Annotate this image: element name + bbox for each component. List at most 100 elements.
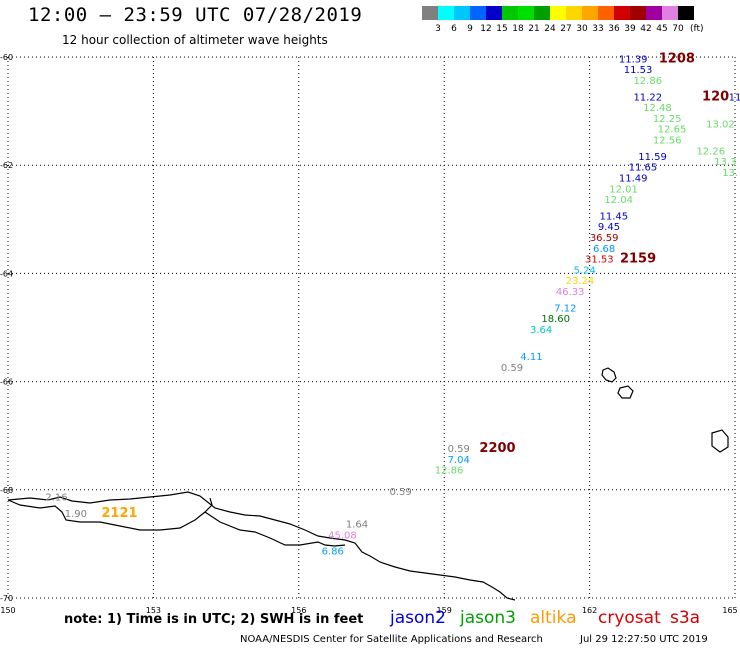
pass-time-label: 2159 bbox=[620, 252, 656, 267]
wave-height-value: 13. bbox=[722, 168, 738, 179]
wave-height-value: 7.04 bbox=[448, 455, 470, 466]
wave-height-value: 12.56 bbox=[653, 136, 682, 147]
scale-swatch bbox=[518, 6, 534, 20]
pass-time-label: 120 bbox=[702, 89, 729, 104]
scale-swatch bbox=[614, 6, 630, 20]
scale-swatch bbox=[486, 6, 502, 20]
scale-swatch bbox=[422, 6, 438, 20]
y-tick-label: -62 bbox=[0, 161, 13, 170]
legend-jason2: jason2 bbox=[390, 608, 446, 628]
scale-label: 9 bbox=[467, 24, 473, 34]
wave-observations: 11.3911.5312.8611.2212.4812.2512.6512.56… bbox=[45, 54, 740, 557]
wave-height-value: 12.26 bbox=[696, 146, 725, 157]
wave-height-value: 12.04 bbox=[604, 195, 633, 206]
scale-label: 3 bbox=[435, 24, 441, 34]
scale-label: 15 bbox=[496, 24, 508, 34]
scale-label: 21 bbox=[528, 24, 540, 34]
scale-swatch bbox=[470, 6, 486, 20]
wave-height-value: 12.86 bbox=[435, 466, 464, 477]
wave-height-value: 36.59 bbox=[590, 233, 619, 244]
wave-height-value: 12.65 bbox=[658, 125, 687, 136]
scale-swatch bbox=[662, 6, 678, 20]
y-tick-label: -66 bbox=[0, 378, 13, 387]
legend-jason3: jason3 bbox=[460, 608, 516, 628]
page-subtitle: 12 hour collection of altimeter wave hei… bbox=[62, 33, 328, 47]
wave-height-value: 0.59 bbox=[389, 487, 411, 498]
wave-height-value: 45.08 bbox=[328, 530, 357, 541]
footer-note: note: 1) Time is in UTC; 2) SWH is in fe… bbox=[64, 612, 364, 627]
wave-height-value: 0.59 bbox=[448, 444, 470, 455]
wave-height-value: 6.68 bbox=[593, 244, 615, 255]
credit-text: NOAA/NESDIS Center for Satellite Applica… bbox=[240, 634, 543, 645]
wave-height-value: 13.3 bbox=[714, 157, 736, 168]
timestamp: Jul 29 12:27:50 UTC 2019 bbox=[580, 634, 708, 645]
scale-swatch bbox=[582, 6, 598, 20]
legend-s3a: s3a bbox=[670, 608, 701, 628]
x-tick-label: 150 bbox=[0, 606, 15, 615]
island bbox=[711, 429, 729, 453]
wave-height-value: 12.86 bbox=[633, 76, 662, 87]
x-tick-label: 153 bbox=[146, 606, 161, 615]
legend-altika: altika bbox=[530, 608, 577, 628]
scale-swatch bbox=[438, 6, 454, 20]
y-tick-label: -64 bbox=[0, 269, 13, 278]
scale-swatch bbox=[646, 6, 662, 20]
coastline bbox=[7, 367, 729, 601]
scale-unit: (ft) bbox=[690, 24, 704, 34]
wave-height-value: 1.90 bbox=[65, 509, 87, 520]
scale-label: 18 bbox=[512, 24, 524, 34]
wave-height-value: 11.45 bbox=[600, 211, 629, 222]
wave-height-value: 7.12 bbox=[554, 303, 576, 314]
coastline-inlet bbox=[204, 511, 346, 547]
island bbox=[601, 367, 617, 383]
scale-swatch bbox=[534, 6, 550, 20]
wave-height-value: 12.01 bbox=[609, 184, 638, 195]
y-tick-label: -60 bbox=[0, 53, 13, 62]
wave-height-value: 23.24 bbox=[566, 276, 595, 287]
scale-label: 36 bbox=[608, 24, 620, 34]
scale-swatch bbox=[598, 6, 614, 20]
wave-height-value: 6.86 bbox=[322, 547, 344, 558]
scale-swatch bbox=[454, 6, 470, 20]
wave-height-value: 9.45 bbox=[598, 222, 620, 233]
y-tick-label: -68 bbox=[0, 486, 13, 495]
x-tick-label: 165 bbox=[722, 606, 737, 615]
coastline-mainland bbox=[7, 491, 516, 601]
wave-height-value: 1.64 bbox=[346, 520, 368, 531]
legend-cryosat: cryosat bbox=[598, 608, 661, 628]
wave-height-value: 11.49 bbox=[619, 173, 648, 184]
wave-height-value: 2.16 bbox=[45, 493, 67, 504]
scale-label: 70 bbox=[672, 24, 684, 34]
island bbox=[617, 385, 634, 399]
wave-height-value: 11.22 bbox=[633, 92, 662, 103]
scale-label: 45 bbox=[656, 24, 668, 34]
wave-height-value: 11.59 bbox=[638, 152, 667, 163]
x-tick-label: 159 bbox=[437, 606, 452, 615]
scale-swatch bbox=[678, 6, 694, 20]
axis-labels: 150 153 156 159 162 165 -60 -62 -64 -66 -68 -70 bbox=[0, 53, 738, 615]
wave-height-value: 31.53 bbox=[585, 255, 614, 266]
wave-height-value: 18.60 bbox=[541, 314, 570, 325]
x-tick-label: 156 bbox=[291, 606, 306, 615]
pass-time-label: 1208 bbox=[659, 51, 695, 66]
wave-height-value: 11.39 bbox=[619, 54, 648, 65]
wave-height-value: 11.65 bbox=[629, 163, 658, 174]
coastline-peninsula bbox=[7, 497, 213, 531]
scale-label: 39 bbox=[624, 24, 636, 34]
wave-height-value: 4.11 bbox=[520, 352, 542, 363]
wave-height-value: 12.25 bbox=[653, 114, 682, 125]
wave-height-value: 13.02 bbox=[706, 119, 735, 130]
scale-swatch bbox=[566, 6, 582, 20]
wave-height-value: 12.48 bbox=[643, 103, 672, 114]
scale-label: 6 bbox=[451, 24, 457, 34]
scale-label: 12 bbox=[480, 24, 492, 34]
scale-label: 30 bbox=[576, 24, 588, 34]
wave-height-value: 3.64 bbox=[530, 325, 552, 336]
scale-label: 24 bbox=[544, 24, 556, 34]
pass-time-labels: 1208 120 2159 2200 2121 bbox=[101, 51, 729, 520]
y-tick-label: -70 bbox=[0, 594, 13, 603]
scale-swatch bbox=[550, 6, 566, 20]
pass-time-label: 2121 bbox=[101, 506, 137, 521]
x-tick-label: 162 bbox=[582, 606, 597, 615]
